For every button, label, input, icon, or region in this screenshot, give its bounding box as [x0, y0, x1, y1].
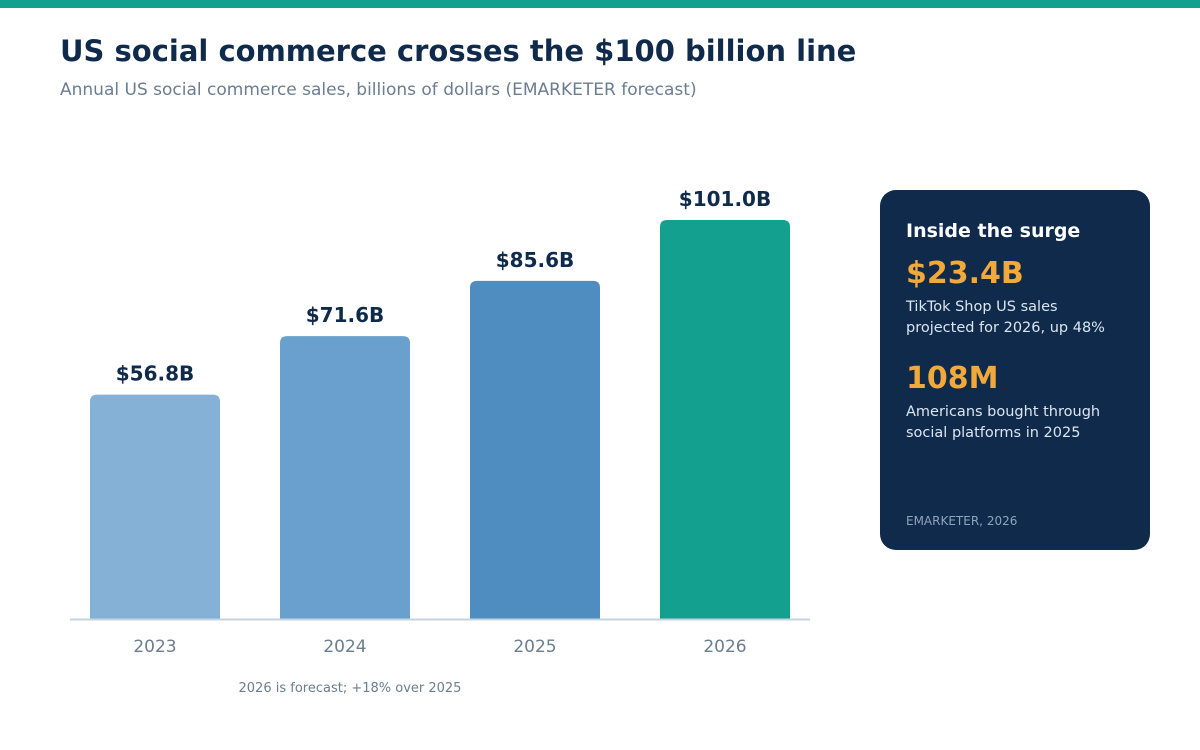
- bar-2023: [90, 394, 220, 619]
- chart-footnote: 2026 is forecast; +18% over 2025: [238, 681, 462, 696]
- x-tick-label-2025: 2025: [513, 637, 556, 657]
- value-label-2025: $85.6B: [496, 248, 575, 272]
- x-tick-label-2024: 2024: [323, 637, 366, 657]
- stat-value-tiktok: $23.4B: [906, 256, 1024, 291]
- bar-chart: $56.8B 2023 $71.6B 2024 $85.6B 2025 $101.0B 202…: [70, 187, 810, 657]
- value-label-2023: $56.8B: [116, 362, 195, 386]
- insight-panel: Inside the surge $23.4B TikTok Shop US s…: [880, 190, 1150, 550]
- panel-title: Inside the surge: [906, 220, 1081, 242]
- stat-value-buyers: 108M: [906, 361, 999, 396]
- value-label-2026: $101.0B: [679, 187, 771, 211]
- value-label-2024: $71.6B: [306, 303, 385, 327]
- bar-2024: [280, 336, 410, 619]
- x-tick-label-2023: 2023: [133, 637, 176, 657]
- bar-2025: [470, 280, 600, 619]
- page-title: US social commerce crosses the $100 bill…: [60, 34, 857, 68]
- bar-2026: [660, 220, 790, 619]
- panel-source: EMARKETER, 2026: [906, 514, 1018, 528]
- x-tick-label-2026: 2026: [703, 637, 746, 657]
- stat-description-tiktok: TikTok Shop US sales projected for 2026,…: [906, 299, 1105, 336]
- top-accent-bar: [0, 0, 1200, 8]
- stat-description-buyers: Americans bought through social platform…: [906, 404, 1101, 441]
- page-subtitle: Annual US social commerce sales, billion…: [60, 80, 697, 100]
